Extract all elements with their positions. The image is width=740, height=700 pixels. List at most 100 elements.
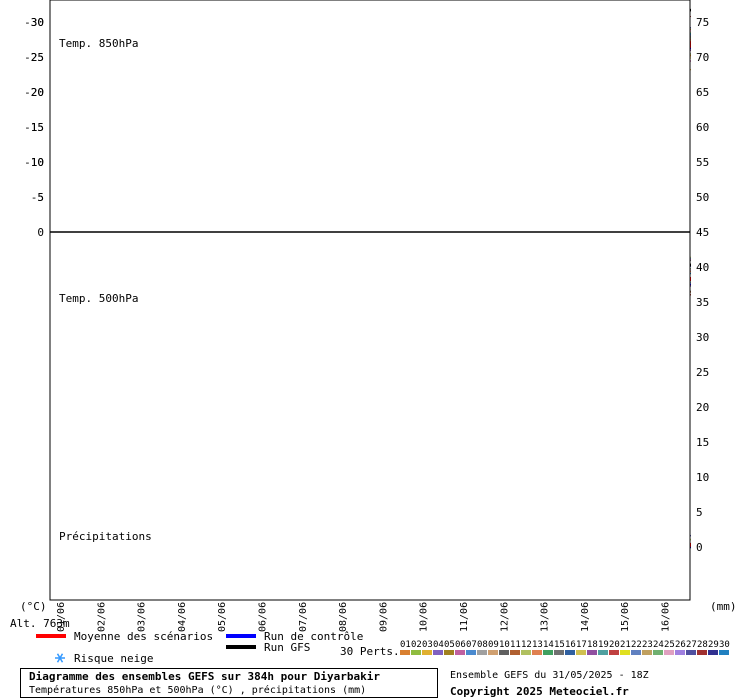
pert-color-swatch xyxy=(532,650,542,655)
axes xyxy=(0,0,739,601)
left-tick-label: -10 xyxy=(24,156,44,169)
date-label: 03/06 xyxy=(137,602,148,632)
left-tick-label: 10 xyxy=(31,156,44,169)
legend-control-label: Run de contrôle xyxy=(264,630,363,643)
run-info: Ensemble GEFS du 31/05/2025 - 18Z xyxy=(450,670,649,681)
chart-subtitle: Températures 850hPa et 500hPa (°C) , pré… xyxy=(29,685,367,696)
pert-number: 22 xyxy=(631,640,642,650)
pert-number: 01 xyxy=(400,640,411,650)
right-mask xyxy=(691,0,739,600)
pert-number: 02 xyxy=(411,640,422,650)
date-label: 07/06 xyxy=(298,602,309,632)
altitude-label: Alt. 763m xyxy=(10,617,70,630)
right-tick-label: 25 xyxy=(696,366,709,379)
right-tick-label: 60 xyxy=(696,121,709,134)
pert-color-swatch xyxy=(620,650,630,655)
pert-color-swatch xyxy=(697,650,707,655)
date-label: 11/06 xyxy=(459,602,470,632)
pert-number: 28 xyxy=(697,640,708,650)
pert-color-swatch xyxy=(598,650,608,655)
pert-color-swatch xyxy=(477,650,487,655)
pert-number: 11 xyxy=(510,640,521,650)
axis-labels: 302520151050-5-10-15-20-25-30-35-40-4575… xyxy=(24,16,709,632)
date-label: 06/06 xyxy=(258,602,269,632)
date-label: 05/06 xyxy=(217,602,228,632)
pert-number: 30 xyxy=(719,640,730,650)
pert-color-swatch xyxy=(565,650,575,655)
pert-number: 18 xyxy=(587,640,598,650)
pert-number: 17 xyxy=(576,640,587,650)
left-tick-label: -30 xyxy=(24,16,44,29)
pert-color-swatch xyxy=(719,650,729,655)
legend-gfs-label: Run GFS xyxy=(264,641,310,654)
right-tick-label: 5 xyxy=(696,506,703,519)
title-box: Diagramme des ensembles GEFS sur 384h po… xyxy=(20,668,438,698)
right-unit-label: (mm) xyxy=(710,600,737,613)
pert-number: 07 xyxy=(466,640,477,650)
date-label: 10/06 xyxy=(419,602,430,632)
legend-snow-label: Risque neige xyxy=(74,652,153,665)
date-label: 15/06 xyxy=(620,602,631,632)
date-label: 14/06 xyxy=(580,602,591,632)
pert-color-swatch xyxy=(455,650,465,655)
right-tick-label: 50 xyxy=(696,191,709,204)
left-tick-label: 15 xyxy=(31,121,44,134)
right-tick-label: 15 xyxy=(696,436,709,449)
snowflake-icon xyxy=(55,653,65,663)
left-tick-label: -25 xyxy=(24,51,44,64)
pert-color-swatch xyxy=(466,650,476,655)
left-tick-label: 25 xyxy=(31,51,44,64)
pert-number: 03 xyxy=(422,640,433,650)
left-tick-label: -15 xyxy=(24,121,44,134)
pert-number: 13 xyxy=(532,640,543,650)
pert-color-swatch xyxy=(587,650,597,655)
pert-number: 10 xyxy=(499,640,510,650)
legend: Moyenne des scénarios Run de contrôle Ru… xyxy=(36,630,730,665)
pert-number: 06 xyxy=(455,640,466,650)
right-tick-label: 65 xyxy=(696,86,709,99)
date-label: 08/06 xyxy=(338,602,349,632)
pert-color-swatch xyxy=(411,650,421,655)
pert-color-swatch xyxy=(433,650,443,655)
panel-label-500: Temp. 500hPa xyxy=(59,292,138,305)
pert-color-swatch xyxy=(675,650,685,655)
left-tick-label: -20 xyxy=(24,86,44,99)
pert-number: 20 xyxy=(609,640,620,650)
left-tick-label: 30 xyxy=(31,16,44,29)
date-label: 16/06 xyxy=(661,602,672,632)
right-tick-label: 55 xyxy=(696,156,709,169)
pert-color-swatch xyxy=(543,650,553,655)
pert-color-swatch xyxy=(400,650,410,655)
pert-color-swatch xyxy=(708,650,718,655)
right-tick-label: 0 xyxy=(696,541,703,554)
pert-number: 05 xyxy=(444,640,455,650)
pert-number: 08 xyxy=(477,640,488,650)
right-tick-label: 70 xyxy=(696,51,709,64)
left-mask xyxy=(0,0,49,600)
pert-color-swatch xyxy=(488,650,498,655)
pert-number: 19 xyxy=(598,640,609,650)
date-label: 02/06 xyxy=(96,602,107,632)
pert-number: 14 xyxy=(543,640,554,650)
left-tick-label: 5 xyxy=(37,191,44,204)
right-tick-label: 30 xyxy=(696,331,709,344)
chart-title: Diagramme des ensembles GEFS sur 384h po… xyxy=(29,670,380,683)
right-tick-label: 35 xyxy=(696,296,709,309)
pert-color-swatch xyxy=(642,650,652,655)
pert-number: 12 xyxy=(521,640,532,650)
pert-color-swatch xyxy=(686,650,696,655)
pert-color-swatch xyxy=(653,650,663,655)
pert-color-swatch xyxy=(664,650,674,655)
pert-color-swatch xyxy=(444,650,454,655)
pert-number: 15 xyxy=(554,640,565,650)
left-tick-label: 20 xyxy=(31,86,44,99)
left-unit-label: (°C) xyxy=(20,600,47,613)
legend-perts-label: 30 Perts. xyxy=(340,645,400,658)
right-tick-label: 20 xyxy=(696,401,709,414)
right-tick-label: 75 xyxy=(696,16,709,29)
pert-number: 26 xyxy=(675,640,686,650)
pert-color-swatch xyxy=(510,650,520,655)
date-label: 13/06 xyxy=(540,602,551,632)
panel-label-850: Temp. 850hPa xyxy=(59,37,138,50)
pert-color-swatch xyxy=(422,650,432,655)
